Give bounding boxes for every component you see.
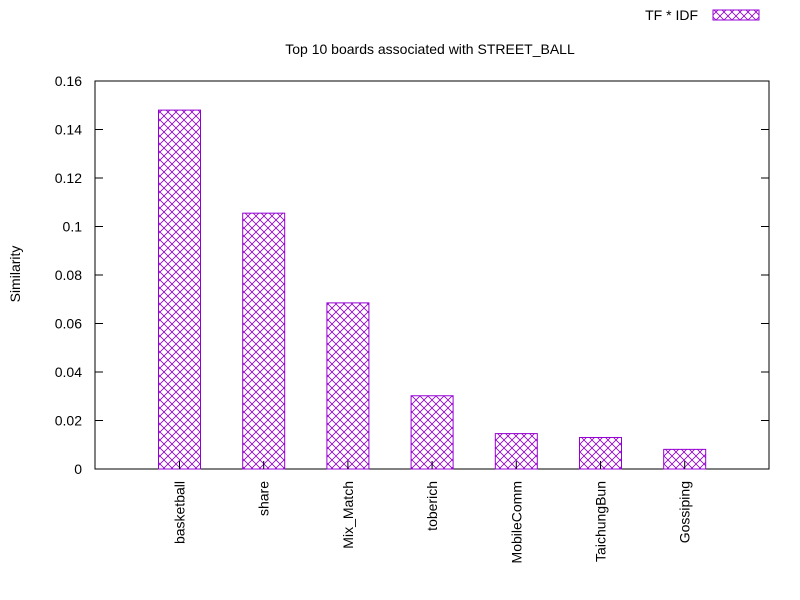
- y-axis-label: Similarity: [7, 246, 23, 303]
- x-tick-label: basketball: [172, 481, 188, 544]
- legend-label: TF * IDF: [645, 7, 698, 23]
- y-tick-label: 0.08: [55, 267, 82, 283]
- x-tick-label: share: [256, 481, 272, 516]
- bars: [158, 109, 707, 470]
- y-tick-label: 0.14: [55, 122, 82, 138]
- legend: TF * IDF: [645, 7, 760, 23]
- x-axis: basketball share Mix_Match toberich MobileCo…: [172, 461, 693, 563]
- legend-swatch: [712, 9, 760, 21]
- x-tick-label: TaichungBun: [593, 481, 609, 562]
- y-tick-label: 0.04: [55, 364, 82, 380]
- x-tick-label: MobileComm: [508, 481, 524, 563]
- y-tick-label: 0.1: [63, 219, 83, 235]
- bar-share: [242, 212, 286, 470]
- bar-basketball: [158, 109, 201, 470]
- x-tick-label: toberich: [424, 481, 440, 531]
- y-tick-label: 0: [74, 461, 82, 477]
- chart-title: Top 10 boards associated with STREET_BAL…: [285, 41, 575, 57]
- x-tick-label: Gossiping: [677, 481, 693, 543]
- y-tick-label: 0.02: [55, 413, 82, 429]
- y-axis: 0 0.02 0.04 0.06 0.08 0.1 0.12 0.14 0.16: [55, 73, 769, 477]
- bar-toberich: [410, 395, 454, 470]
- x-tick-label: Mix_Match: [340, 481, 356, 549]
- y-tick-label: 0.12: [55, 170, 82, 186]
- bar-mix-match: [326, 302, 370, 470]
- y-tick-label: 0.06: [55, 316, 82, 332]
- y-tick-label: 0.16: [55, 73, 82, 89]
